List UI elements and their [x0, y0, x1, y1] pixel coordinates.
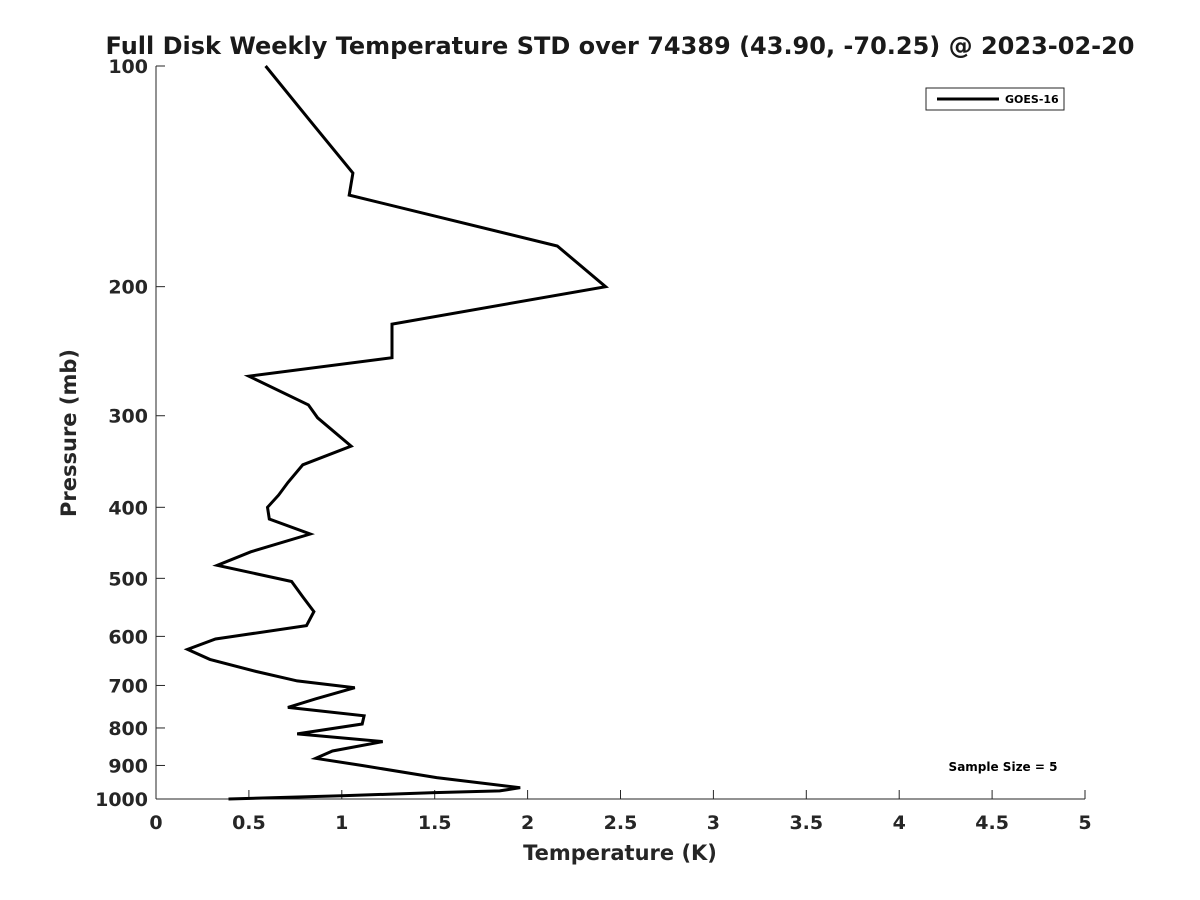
x-tick-label: 5	[1078, 812, 1091, 834]
x-axis-label: Temperature (K)	[523, 841, 717, 865]
x-ticks: 0 0.5 1 1.5 2 2.5 3 3.5 4 4.5 5	[149, 790, 1092, 834]
y-tick-label: 600	[108, 626, 148, 648]
legend-label-goes-16: GOES-16	[1005, 93, 1059, 106]
x-tick-label: 3	[707, 812, 720, 834]
y-tick-label: 700	[108, 675, 148, 697]
y-tick-label: 500	[108, 568, 148, 590]
x-tick-label: 3.5	[789, 812, 823, 834]
x-tick-label: 2.5	[604, 812, 638, 834]
y-tick-label: 400	[108, 497, 148, 519]
y-tick-label: 900	[108, 755, 148, 777]
x-tick-label: 1	[335, 812, 348, 834]
y-tick-label: 100	[108, 56, 148, 78]
x-tick-label: 4.5	[975, 812, 1009, 834]
y-tick-label: 1000	[95, 789, 148, 811]
series-layer	[183, 65, 610, 801]
y-tick-label: 300	[108, 406, 148, 428]
plot-area	[155, 66, 1085, 800]
sample-size-annotation: Sample Size = 5	[949, 760, 1058, 774]
y-tick-label: 800	[108, 718, 148, 740]
x-tick-label: 0	[149, 812, 162, 834]
x-tick-label: 1.5	[418, 812, 452, 834]
y-axis-label: Pressure (mb)	[57, 349, 81, 517]
x-tick-label: 0.5	[232, 812, 266, 834]
y-ticks: 100 200 300 400 500 600 700 800 900 1000	[95, 56, 165, 811]
series-line-goes-16	[183, 65, 610, 801]
x-tick-label: 2	[521, 812, 534, 834]
chart-title: Full Disk Weekly Temperature STD over 74…	[106, 32, 1135, 60]
legend: GOES-16	[925, 87, 1065, 111]
x-tick-label: 4	[893, 812, 906, 834]
y-tick-label: 200	[108, 277, 148, 299]
